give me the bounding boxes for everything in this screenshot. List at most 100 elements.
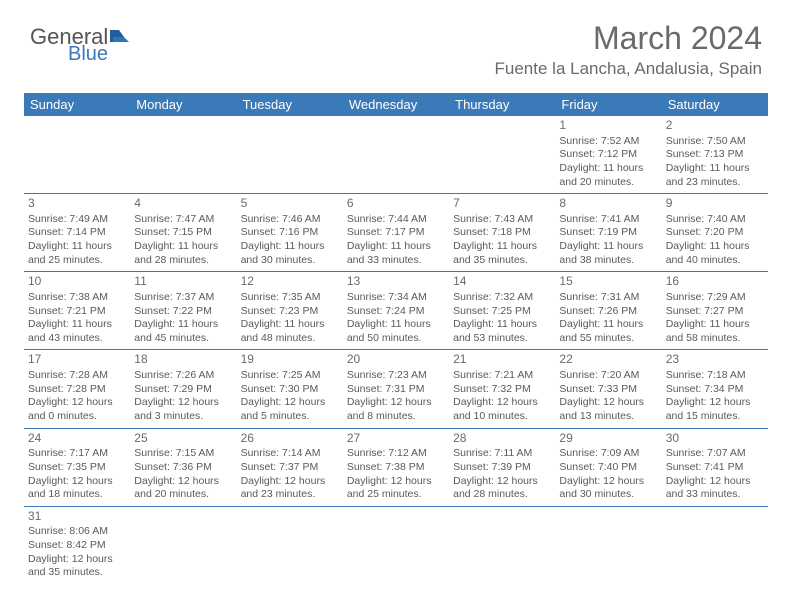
sunrise-text: Sunrise: 7:32 AM: [453, 291, 551, 305]
sunset-text: Sunset: 7:24 PM: [347, 305, 445, 319]
calendar-day-cell: [237, 506, 343, 584]
day-number: 2: [666, 118, 764, 134]
sunset-text: Sunset: 7:30 PM: [241, 383, 339, 397]
calendar-day-cell: 16Sunrise: 7:29 AMSunset: 7:27 PMDayligh…: [662, 272, 768, 350]
sunset-text: Sunset: 7:27 PM: [666, 305, 764, 319]
day-number: 23: [666, 352, 764, 368]
day-header: Monday: [130, 93, 236, 116]
page-title: March 2024: [495, 20, 762, 57]
daylight-text: Daylight: 11 hours and 48 minutes.: [241, 318, 339, 345]
logo: General Blue: [30, 26, 132, 64]
daylight-text: Daylight: 11 hours and 43 minutes.: [28, 318, 126, 345]
day-number: 22: [559, 352, 657, 368]
sunset-text: Sunset: 7:37 PM: [241, 461, 339, 475]
day-number: 13: [347, 274, 445, 290]
sunset-text: Sunset: 7:21 PM: [28, 305, 126, 319]
calendar-day-cell: 28Sunrise: 7:11 AMSunset: 7:39 PMDayligh…: [449, 428, 555, 506]
sunrise-text: Sunrise: 7:29 AM: [666, 291, 764, 305]
sunrise-text: Sunrise: 7:31 AM: [559, 291, 657, 305]
calendar-day-cell: [24, 116, 130, 194]
sunset-text: Sunset: 7:34 PM: [666, 383, 764, 397]
daylight-text: Daylight: 12 hours and 8 minutes.: [347, 396, 445, 423]
daylight-text: Daylight: 11 hours and 35 minutes.: [453, 240, 551, 267]
sunrise-text: Sunrise: 7:52 AM: [559, 135, 657, 149]
sunrise-text: Sunrise: 7:23 AM: [347, 369, 445, 383]
daylight-text: Daylight: 12 hours and 3 minutes.: [134, 396, 232, 423]
day-number: 4: [134, 196, 232, 212]
day-number: 18: [134, 352, 232, 368]
day-number: 29: [559, 431, 657, 447]
sunrise-text: Sunrise: 7:25 AM: [241, 369, 339, 383]
sunrise-text: Sunrise: 7:38 AM: [28, 291, 126, 305]
sunset-text: Sunset: 7:13 PM: [666, 148, 764, 162]
calendar-week-row: 24Sunrise: 7:17 AMSunset: 7:35 PMDayligh…: [24, 428, 768, 506]
calendar-day-cell: 1Sunrise: 7:52 AMSunset: 7:12 PMDaylight…: [555, 116, 661, 194]
day-number: 24: [28, 431, 126, 447]
daylight-text: Daylight: 12 hours and 25 minutes.: [347, 475, 445, 502]
sunset-text: Sunset: 7:22 PM: [134, 305, 232, 319]
calendar-day-cell: 14Sunrise: 7:32 AMSunset: 7:25 PMDayligh…: [449, 272, 555, 350]
sunrise-text: Sunrise: 7:26 AM: [134, 369, 232, 383]
day-number: 10: [28, 274, 126, 290]
daylight-text: Daylight: 12 hours and 35 minutes.: [28, 553, 126, 580]
sunset-text: Sunset: 7:12 PM: [559, 148, 657, 162]
sunset-text: Sunset: 7:23 PM: [241, 305, 339, 319]
sunset-text: Sunset: 7:39 PM: [453, 461, 551, 475]
day-number: 1: [559, 118, 657, 134]
calendar-day-cell: 10Sunrise: 7:38 AMSunset: 7:21 PMDayligh…: [24, 272, 130, 350]
sunrise-text: Sunrise: 7:14 AM: [241, 447, 339, 461]
calendar-day-cell: 25Sunrise: 7:15 AMSunset: 7:36 PMDayligh…: [130, 428, 236, 506]
day-number: 17: [28, 352, 126, 368]
sunset-text: Sunset: 7:19 PM: [559, 226, 657, 240]
calendar-day-cell: 24Sunrise: 7:17 AMSunset: 7:35 PMDayligh…: [24, 428, 130, 506]
day-number: 25: [134, 431, 232, 447]
sunset-text: Sunset: 7:20 PM: [666, 226, 764, 240]
calendar-day-cell: 23Sunrise: 7:18 AMSunset: 7:34 PMDayligh…: [662, 350, 768, 428]
calendar-day-cell: 22Sunrise: 7:20 AMSunset: 7:33 PMDayligh…: [555, 350, 661, 428]
sunrise-text: Sunrise: 7:28 AM: [28, 369, 126, 383]
daylight-text: Daylight: 11 hours and 38 minutes.: [559, 240, 657, 267]
sunset-text: Sunset: 7:36 PM: [134, 461, 232, 475]
calendar-day-cell: 31Sunrise: 8:06 AMSunset: 8:42 PMDayligh…: [24, 506, 130, 584]
day-number: 3: [28, 196, 126, 212]
calendar-day-cell: [343, 506, 449, 584]
sunrise-text: Sunrise: 7:07 AM: [666, 447, 764, 461]
logo-text: General Blue: [30, 26, 132, 64]
sunset-text: Sunset: 7:32 PM: [453, 383, 551, 397]
calendar-day-cell: 26Sunrise: 7:14 AMSunset: 7:37 PMDayligh…: [237, 428, 343, 506]
day-number: 31: [28, 509, 126, 525]
day-number: 19: [241, 352, 339, 368]
calendar-day-cell: 15Sunrise: 7:31 AMSunset: 7:26 PMDayligh…: [555, 272, 661, 350]
calendar-day-cell: 30Sunrise: 7:07 AMSunset: 7:41 PMDayligh…: [662, 428, 768, 506]
calendar-day-cell: 6Sunrise: 7:44 AMSunset: 7:17 PMDaylight…: [343, 194, 449, 272]
day-number: 6: [347, 196, 445, 212]
daylight-text: Daylight: 12 hours and 28 minutes.: [453, 475, 551, 502]
sunset-text: Sunset: 7:28 PM: [28, 383, 126, 397]
sunrise-text: Sunrise: 7:18 AM: [666, 369, 764, 383]
day-number: 16: [666, 274, 764, 290]
calendar-day-cell: 5Sunrise: 7:46 AMSunset: 7:16 PMDaylight…: [237, 194, 343, 272]
day-number: 28: [453, 431, 551, 447]
sunset-text: Sunset: 7:18 PM: [453, 226, 551, 240]
daylight-text: Daylight: 12 hours and 30 minutes.: [559, 475, 657, 502]
daylight-text: Daylight: 12 hours and 5 minutes.: [241, 396, 339, 423]
daylight-text: Daylight: 12 hours and 23 minutes.: [241, 475, 339, 502]
calendar-week-row: 31Sunrise: 8:06 AMSunset: 8:42 PMDayligh…: [24, 506, 768, 584]
sunrise-text: Sunrise: 7:17 AM: [28, 447, 126, 461]
day-number: 21: [453, 352, 551, 368]
day-number: 27: [347, 431, 445, 447]
calendar-day-cell: [130, 506, 236, 584]
day-number: 20: [347, 352, 445, 368]
calendar-day-cell: 8Sunrise: 7:41 AMSunset: 7:19 PMDaylight…: [555, 194, 661, 272]
calendar-day-cell: 18Sunrise: 7:26 AMSunset: 7:29 PMDayligh…: [130, 350, 236, 428]
day-number: 11: [134, 274, 232, 290]
header: General Blue March 2024 Fuente la Lancha…: [0, 0, 792, 85]
calendar-day-cell: 19Sunrise: 7:25 AMSunset: 7:30 PMDayligh…: [237, 350, 343, 428]
sunset-text: Sunset: 7:31 PM: [347, 383, 445, 397]
daylight-text: Daylight: 12 hours and 20 minutes.: [134, 475, 232, 502]
calendar-day-cell: 12Sunrise: 7:35 AMSunset: 7:23 PMDayligh…: [237, 272, 343, 350]
daylight-text: Daylight: 12 hours and 13 minutes.: [559, 396, 657, 423]
sunset-text: Sunset: 7:29 PM: [134, 383, 232, 397]
calendar-day-cell: [555, 506, 661, 584]
calendar-week-row: 17Sunrise: 7:28 AMSunset: 7:28 PM Dayligh…: [24, 350, 768, 428]
